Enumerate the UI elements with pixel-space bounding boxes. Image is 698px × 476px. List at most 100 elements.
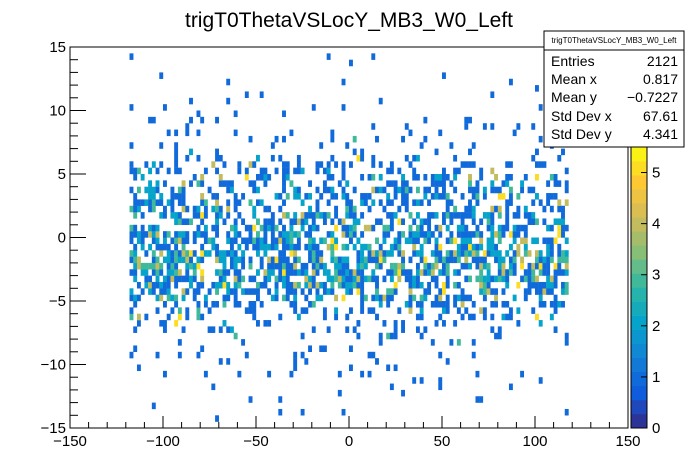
heatmap-cell: [389, 167, 394, 175]
heatmap-cell: [535, 262, 539, 270]
heatmap-cell: [460, 212, 465, 219]
heatmap-cell: [308, 193, 312, 200]
heatmap-cell: [542, 161, 547, 168]
heatmap-cell: [215, 199, 219, 206]
heatmap-cell: [490, 180, 495, 187]
heatmap-cell: [389, 161, 394, 168]
heatmap-cell: [557, 250, 562, 257]
heatmap-cell: [200, 218, 205, 225]
heatmap-cell: [389, 275, 394, 283]
heatmap-cell: [174, 243, 179, 251]
heatmap-cell: [389, 218, 394, 225]
heatmap-cell: [259, 167, 264, 175]
x-tick-label: 0: [345, 433, 353, 450]
heatmap-cell: [330, 218, 335, 225]
heatmap-cell: [490, 301, 495, 308]
heatmap-cell: [349, 205, 353, 213]
heatmap-cell: [337, 262, 342, 270]
heatmap-cell: [494, 288, 498, 295]
heatmap-cell: [352, 231, 357, 238]
heatmap-cell: [337, 370, 342, 378]
heatmap-cell: [363, 199, 368, 206]
heatmap-cell: [289, 218, 294, 225]
heatmap-cell: [226, 237, 231, 245]
heatmap-cell: [397, 269, 402, 276]
heatmap-cell: [419, 301, 424, 308]
heatmap-cell: [479, 262, 484, 270]
heatmap-cell: [419, 332, 424, 340]
heatmap-cell: [468, 262, 472, 270]
heatmap-cell: [177, 218, 182, 225]
heatmap-cell: [375, 281, 379, 289]
heatmap-cell: [282, 256, 286, 264]
heatmap-cell: [345, 243, 350, 251]
heatmap-cell: [449, 180, 454, 187]
heatmap-cell: [196, 110, 201, 118]
heatmap-cell: [549, 256, 554, 264]
heatmap-cell: [345, 281, 350, 289]
heatmap-cell: [215, 415, 219, 422]
heatmap-cell: [430, 269, 435, 276]
heatmap-cell: [371, 269, 376, 276]
heatmap-cell: [155, 167, 160, 175]
heatmap-cell: [282, 180, 286, 187]
heatmap-cell: [129, 250, 134, 257]
heatmap-cell: [442, 72, 446, 79]
heatmap-cell: [229, 237, 234, 245]
heatmap-cell: [508, 262, 513, 270]
heatmap-cell: [237, 199, 242, 206]
heatmap-cell: [453, 205, 458, 213]
heatmap-cell: [505, 212, 510, 219]
heatmap-cell: [315, 224, 320, 232]
heatmap-cell: [423, 294, 428, 302]
heatmap-cell: [304, 243, 309, 251]
heatmap-cell: [427, 224, 432, 232]
heatmap-cell: [222, 262, 227, 270]
heatmap-cell: [386, 193, 391, 200]
heatmap-cell: [259, 301, 264, 308]
heatmap-cell: [293, 256, 298, 264]
heatmap-cell: [423, 231, 428, 238]
heatmap-cell: [289, 180, 294, 187]
heatmap-cell: [341, 294, 346, 302]
heatmap-cell: [486, 237, 491, 245]
heatmap-cell: [356, 281, 361, 289]
heatmap-cell: [237, 212, 242, 219]
heatmap-cell: [393, 243, 398, 251]
heatmap-cell: [274, 237, 279, 245]
heatmap-cell: [553, 294, 558, 302]
heatmap-cell: [341, 262, 346, 270]
color-scale-band: [631, 385, 647, 401]
heatmap-cell: [531, 212, 536, 219]
heatmap-cell: [315, 256, 320, 264]
heatmap-cell: [148, 288, 153, 295]
heatmap-cell: [520, 237, 525, 245]
heatmap-cell: [516, 307, 521, 314]
heatmap-cell: [211, 237, 216, 245]
heatmap-cell: [244, 243, 249, 251]
heatmap-cell: [248, 396, 253, 403]
heatmap-cell: [211, 301, 216, 308]
heatmap-cell: [319, 237, 324, 245]
heatmap-cell: [546, 243, 551, 251]
heatmap-cell: [177, 256, 182, 264]
heatmap-cell: [278, 154, 283, 162]
heatmap-cell: [397, 275, 402, 283]
heatmap-cell: [393, 332, 398, 340]
heatmap-cell: [256, 174, 260, 181]
heatmap-cell: [293, 288, 298, 295]
heatmap-cell: [349, 307, 353, 314]
heatmap-cell: [468, 174, 472, 181]
heatmap-cell: [330, 275, 335, 283]
heatmap-cell: [501, 256, 506, 264]
heatmap-cell: [352, 269, 357, 276]
heatmap-cell: [337, 275, 342, 283]
heatmap-cell: [438, 288, 443, 295]
heatmap-cell: [289, 288, 294, 295]
heatmap-cell: [352, 205, 357, 213]
heatmap-cell: [434, 256, 439, 264]
heatmap-cell: [133, 256, 138, 264]
heatmap-cell: [464, 231, 469, 238]
heatmap-cell: [308, 224, 312, 232]
